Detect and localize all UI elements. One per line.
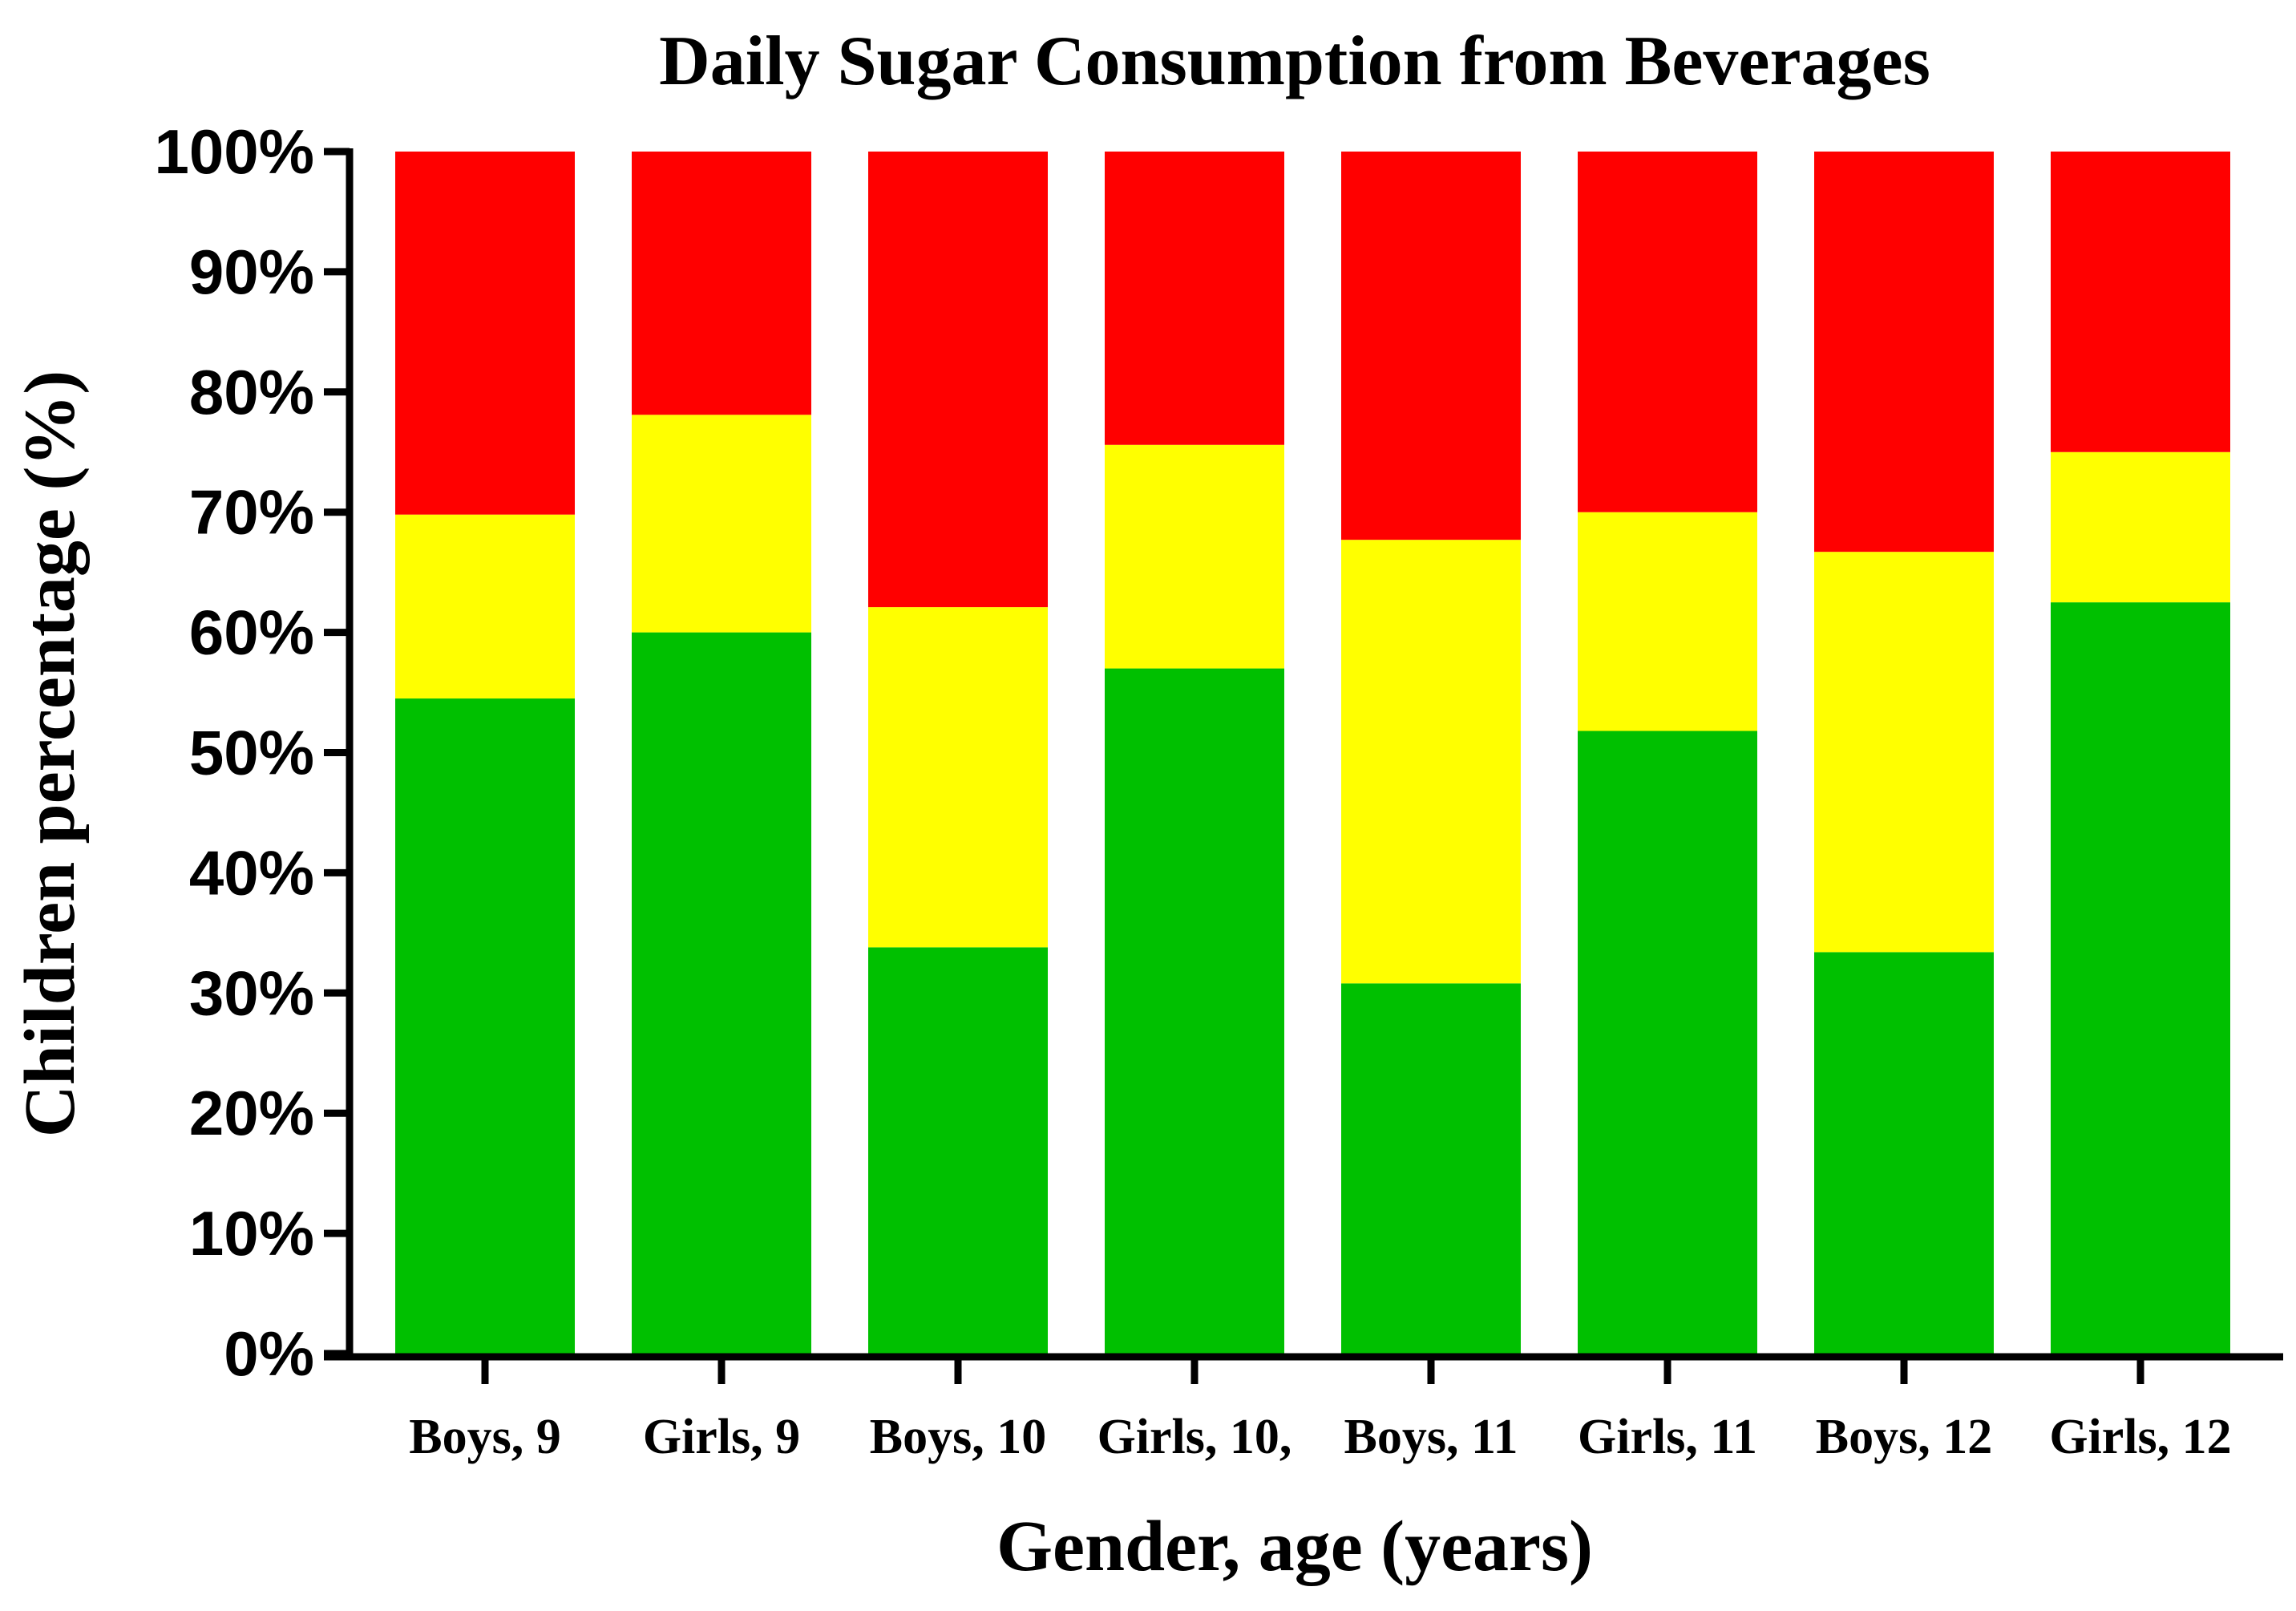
y-tick-label: 90% [189,237,314,307]
bar-segment [2051,451,2230,603]
x-tick-label: Boys, 11 [1344,1410,1518,1464]
bar-segment [1105,444,1284,669]
bar-segment [1814,152,1994,553]
bars-group [395,152,2230,1354]
bar-segment [632,415,811,633]
y-tick-label: 50% [189,718,314,788]
bar-segment [395,514,575,699]
y-axis-label: Children percentage (%) [10,370,90,1138]
bar-segment [395,698,575,1354]
x-tick-label: Girls, 10, [1097,1410,1292,1464]
bar-segment [1105,668,1284,1354]
x-axis-label: Gender, age (years) [996,1507,1593,1586]
bar-segment [868,607,1048,948]
bar-segment [2051,602,2230,1354]
bar-segment [1578,152,1757,512]
y-tick-label: 40% [189,837,314,908]
x-ticks-group: Boys, 9 Girls, 9 Boys, 10 Girls, 10, Boys, 1… [409,1357,2232,1464]
bar-segment [395,152,575,515]
chart-title: Daily Sugar Consumption from Beverages [659,22,1930,100]
x-tick-label: Girls, 11 [1578,1410,1757,1464]
bar-segment [1814,552,1994,953]
bar-segment [1341,983,1521,1354]
bar-segment [1341,152,1521,540]
y-tick-label: 30% [189,957,314,1028]
bar-segment [632,152,811,415]
y-tick-label: 100% [155,116,315,187]
y-tick-label: 70% [189,477,314,548]
bar-segment [1578,512,1757,731]
x-tick-label: Boys, 9 [409,1410,560,1464]
y-tick-label: 80% [189,357,314,427]
x-tick-label: Boys, 10 [870,1410,1046,1464]
y-tick-label: 10% [189,1198,314,1269]
bar-segment [1578,731,1757,1354]
y-tick-label: 60% [189,597,314,668]
x-tick-label: Boys, 12 [1816,1410,1992,1464]
bar-segment [632,632,811,1354]
y-ticks-group: 0% 10% 20% 30% 40% 50% 60% 70% 80% 90% 100% [155,116,350,1389]
bar-segment [868,152,1048,608]
y-tick-label: 0% [224,1318,314,1389]
bar-segment [1341,540,1521,984]
bar-segment [868,947,1048,1354]
bar-segment [2051,152,2230,452]
bar-segment [1814,952,1994,1354]
bar-segment [1105,152,1284,445]
x-tick-label: Girls, 12 [2049,1410,2231,1464]
y-tick-label: 20% [189,1078,314,1148]
x-tick-label: Girls, 9 [643,1410,800,1464]
